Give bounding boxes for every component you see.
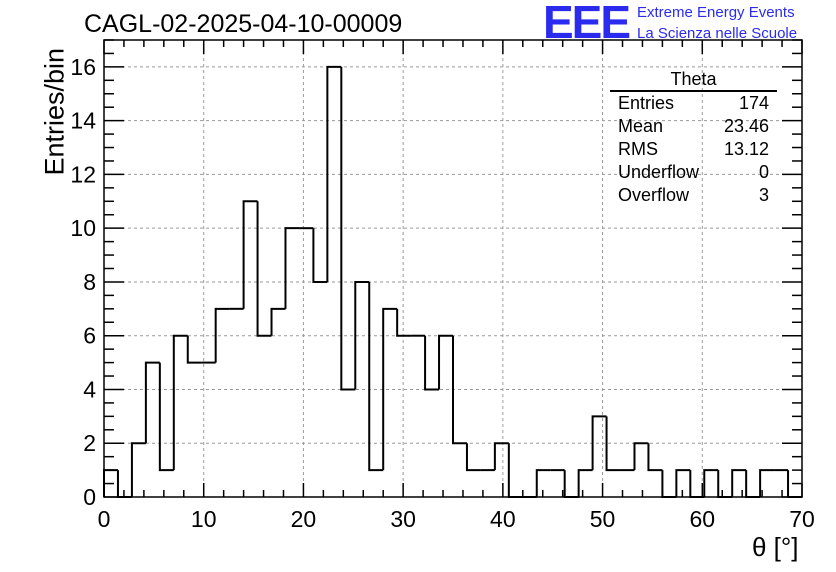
y-tick-label: 10 (70, 215, 96, 241)
histogram-bin (158, 362, 174, 472)
histogram-bin (326, 65, 342, 282)
histogram-bin (759, 469, 775, 497)
x-tick-label: 40 (490, 506, 516, 532)
stats-value: 13.12 (723, 139, 769, 159)
x-tick-label: 30 (390, 506, 416, 532)
eee-logo: EEE (543, 0, 631, 48)
logo-line-1: Extreme Energy Events (637, 4, 795, 21)
histogram-bin (340, 66, 356, 391)
histogram-bin (186, 335, 202, 364)
y-tick-label: 0 (83, 484, 96, 510)
y-axis-label: Entries/bin (39, 47, 70, 176)
histogram-bin (214, 307, 230, 363)
x-tick-label: 20 (291, 506, 317, 532)
y-tick-label: 8 (83, 269, 96, 295)
histogram-bin (284, 227, 300, 309)
histogram-bin (354, 280, 370, 390)
histogram-bin (591, 415, 607, 471)
stats-label: Entries (618, 93, 675, 113)
stats-row-underflow: Underflow 0 (610, 161, 777, 184)
stats-row-mean: Mean 23.46 (610, 115, 777, 138)
y-tick-label: 14 (70, 108, 96, 134)
histogram-bin (396, 308, 412, 337)
histogram-bin (633, 442, 649, 471)
y-tick-label: 2 (83, 430, 96, 456)
histogram-bin (647, 443, 663, 472)
histogram-bin (661, 470, 677, 498)
stats-value: 3 (758, 185, 769, 205)
stats-label: Overflow (618, 185, 690, 205)
histogram-bin (703, 469, 719, 497)
x-tick-label: 70 (789, 506, 815, 532)
axis-ticks (103, 39, 803, 498)
histogram-bin (130, 442, 146, 497)
run-title: CAGL-02-2025-04-10-00009 (84, 10, 403, 38)
histogram-bin (256, 201, 272, 337)
histogram-bin (507, 443, 523, 498)
y-tick-label: 4 (83, 376, 96, 402)
histogram-bin (577, 469, 593, 497)
histogram-bin (144, 361, 160, 444)
stats-value: 23.46 (723, 116, 769, 136)
histogram-bin (535, 469, 551, 497)
stats-value: 174 (738, 93, 769, 113)
y-tick-label: 12 (70, 161, 96, 187)
histogram-bin (438, 334, 453, 390)
histogram-bin (675, 469, 691, 497)
histogram-bin (452, 335, 467, 445)
x-tick-label: 50 (590, 506, 616, 532)
histogram-bin (270, 307, 286, 336)
y-tick-label: 16 (70, 54, 96, 80)
histogram-bin (731, 469, 747, 497)
stats-label: Mean (618, 116, 664, 136)
x-tick-label: 0 (98, 506, 111, 532)
histogram-bin (368, 281, 384, 472)
histogram-bin (745, 470, 761, 498)
x-tick-label: 60 (689, 506, 715, 532)
histogram-bin (717, 470, 733, 498)
histogram-bin (605, 416, 621, 472)
stats-row-overflow: Overflow 3 (610, 184, 777, 207)
logo-line-2: La Scienza nelle Scuole (637, 25, 798, 42)
stats-label: RMS (618, 139, 658, 159)
stats-box: Theta Entries 174 Mean 23.46 RMS 13.12 U… (610, 69, 777, 207)
stats-row-rms: RMS 13.12 (610, 138, 777, 161)
stats-row-entries: Entries 174 (610, 92, 777, 115)
histogram-bin (382, 307, 398, 471)
histogram-bin (563, 470, 579, 498)
histogram-bin (424, 335, 440, 391)
x-axis-label: θ [°] (752, 532, 799, 562)
stats-label: Underflow (618, 162, 700, 182)
x-tick-label: 10 (191, 506, 217, 532)
stats-title: Theta (610, 69, 777, 92)
histogram-bin (116, 470, 132, 498)
histogram-bin (465, 443, 481, 472)
histogram-bin (493, 442, 509, 471)
stats-value: 0 (758, 162, 769, 182)
y-tick-label: 6 (83, 323, 96, 349)
histogram-bin (242, 200, 258, 309)
histogram-bin (172, 334, 188, 471)
histogram-bin (312, 228, 328, 283)
